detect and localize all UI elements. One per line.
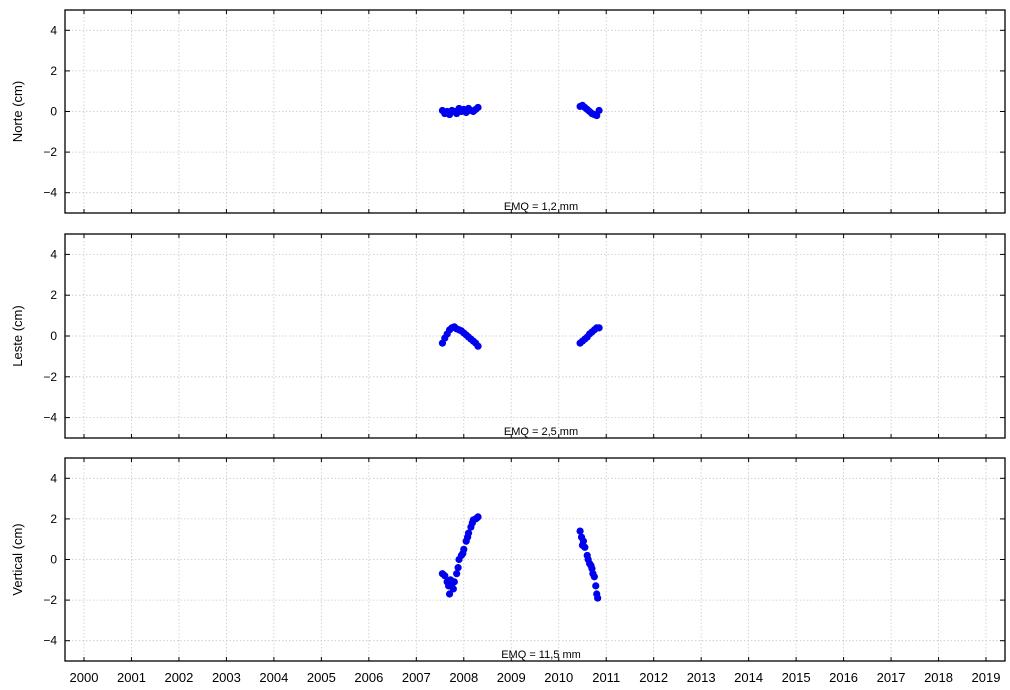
data-point — [576, 527, 584, 535]
y-tick-label: 4 — [50, 247, 57, 261]
y-tick-label: −4 — [43, 411, 57, 425]
y-axis-label: Vertical (cm) — [10, 523, 25, 595]
y-tick-label: −2 — [43, 370, 57, 384]
x-tick-label: 2019 — [972, 670, 1001, 685]
data-point — [581, 543, 589, 551]
y-tick-label: 4 — [50, 23, 57, 37]
data-point — [474, 342, 482, 350]
data-point — [579, 537, 588, 545]
x-tick-label: 2013 — [687, 670, 716, 685]
x-tick-label: 2017 — [877, 670, 906, 685]
x-tick-label: 2008 — [449, 670, 478, 685]
data-point — [445, 590, 454, 598]
x-tick-label: 2005 — [307, 670, 336, 685]
x-tick-label: 2015 — [782, 670, 811, 685]
y-tick-label: 0 — [50, 329, 57, 343]
data-point — [450, 578, 458, 586]
panel-vertical: 4 2 0 −2 −4 Vertical (cm) EMQ = 11,5 mm — [10, 457, 1006, 662]
x-tick-label: 2006 — [354, 670, 383, 685]
y-tick-label: −2 — [43, 145, 57, 159]
x-tick-label: 2018 — [924, 670, 953, 685]
y-tick-label: 0 — [50, 553, 57, 567]
x-tick-label: 2012 — [639, 670, 668, 685]
data-point — [594, 594, 602, 602]
data-point — [441, 572, 449, 580]
x-axis-labels: 2000 2001 2002 2003 2004 2005 2006 2007 2008 2009… — [70, 670, 1001, 685]
x-tick-label: 2011 — [592, 670, 620, 685]
data-point — [595, 106, 603, 115]
x-tick-label: 2009 — [497, 670, 526, 685]
emq-annotation: EMQ = 2,5 mm — [504, 426, 578, 438]
plot-frame — [64, 233, 1006, 439]
data-point — [595, 324, 603, 332]
x-tick-label: 2016 — [829, 670, 858, 685]
data-point — [454, 564, 462, 572]
y-tick-label: −4 — [43, 186, 57, 200]
data-point — [592, 582, 600, 590]
x-tick-label: 2003 — [212, 670, 241, 685]
x-tick-label: 2007 — [402, 670, 431, 685]
data-point — [453, 570, 461, 578]
plot-frame — [64, 9, 1006, 214]
x-tick-label: 2002 — [164, 670, 193, 685]
data-point — [460, 545, 468, 553]
y-tick-label: 0 — [50, 105, 57, 119]
y-axis-label: Norte (cm) — [10, 81, 25, 142]
x-tick-label: 2000 — [70, 670, 99, 685]
y-tick-label: 2 — [50, 64, 57, 78]
y-tick-label: −4 — [43, 634, 57, 648]
x-tick-label: 2010 — [544, 670, 573, 685]
panel-norte: 4 2 0 −2 −4 Norte (cm) EMQ = 1,2 mm — [10, 9, 1006, 214]
x-tick-label: 2014 — [734, 670, 763, 685]
data-point — [590, 573, 598, 581]
data-point — [474, 513, 482, 521]
plot-frame — [64, 457, 1006, 662]
data-point — [464, 529, 473, 537]
x-tick-label: 2001 — [117, 670, 146, 685]
y-tick-label: −2 — [43, 593, 57, 607]
x-tick-label: 2004 — [259, 670, 288, 685]
panel-leste: 4 2 0 −2 −4 Leste (cm) EMQ = 2,5 mm — [10, 233, 1006, 439]
y-tick-label: 4 — [50, 471, 57, 485]
y-tick-label: 2 — [50, 288, 57, 302]
emq-annotation: EMQ = 11,5 mm — [501, 649, 581, 661]
data-point — [474, 103, 482, 112]
y-tick-label: 2 — [50, 512, 57, 526]
data-point — [449, 585, 457, 593]
y-axis-label: Leste (cm) — [10, 305, 25, 366]
emq-annotation: EMQ = 1,2 mm — [504, 201, 578, 213]
